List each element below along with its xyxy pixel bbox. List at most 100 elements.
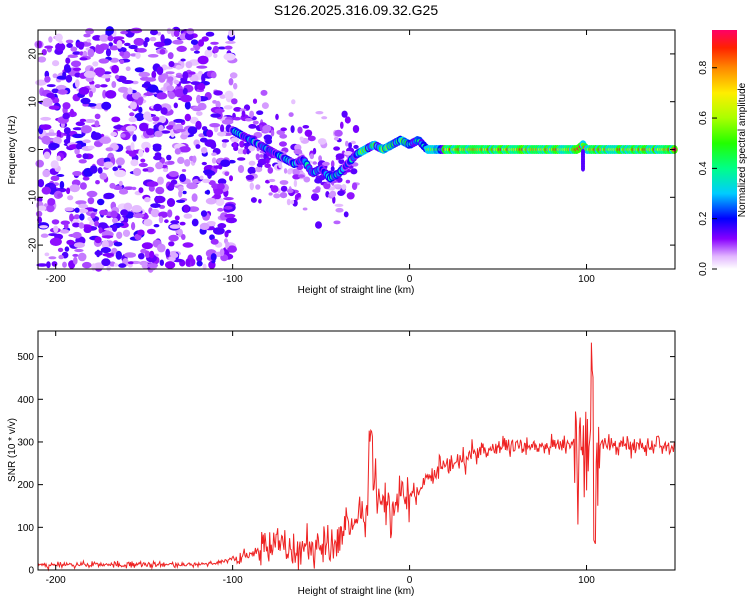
spectrogram-cell bbox=[223, 105, 233, 110]
spectrogram-cell bbox=[41, 49, 47, 56]
spectrogram-cell bbox=[143, 111, 152, 121]
spectrogram-cell bbox=[50, 160, 59, 169]
spectrogram-cell bbox=[231, 98, 238, 105]
spectrogram-cell bbox=[39, 225, 48, 229]
spectrogram-cell bbox=[147, 228, 156, 235]
spectrogram-cell bbox=[279, 133, 288, 139]
spectrogram-cell bbox=[40, 124, 52, 130]
spectrogram-cell bbox=[330, 166, 335, 172]
spectrogram-cell bbox=[147, 84, 159, 93]
spectrogram-cell bbox=[99, 34, 110, 42]
spectrogram-cell bbox=[79, 182, 87, 190]
spectrogram-cell bbox=[211, 152, 217, 156]
spectrogram-cell bbox=[149, 36, 157, 42]
spectrogram-cell bbox=[287, 169, 293, 175]
spectrogram-cell bbox=[111, 64, 119, 74]
spectrogram-cell bbox=[130, 159, 139, 167]
spectrogram-cell bbox=[180, 133, 188, 140]
spectrogram-cell bbox=[163, 66, 174, 70]
spectrogram-cell bbox=[82, 153, 89, 160]
spectrogram-cell bbox=[210, 113, 222, 118]
spectrogram-cell bbox=[65, 57, 71, 64]
spectrogram-cell bbox=[130, 142, 135, 151]
spectrogram-cell bbox=[210, 41, 219, 45]
spectrogram-cell bbox=[95, 180, 100, 185]
spectrogram-cell bbox=[127, 261, 134, 265]
spectrogram-cell bbox=[179, 221, 186, 226]
spectrogram-cell bbox=[203, 169, 213, 175]
spectrogram-cell bbox=[204, 49, 213, 58]
spectrogram-cell bbox=[182, 190, 187, 195]
spectrogram-cell bbox=[58, 254, 64, 260]
snr-y-tick-label: 0 bbox=[28, 566, 34, 577]
spectrogram-cell bbox=[217, 131, 227, 137]
spectrogram-cell bbox=[341, 110, 348, 118]
spectrogram-cell bbox=[173, 118, 185, 123]
spectrogram-cell bbox=[120, 30, 128, 35]
spectrogram-cell bbox=[168, 61, 175, 68]
spectrogram-cell bbox=[196, 111, 203, 116]
spectrogram-cell bbox=[93, 67, 106, 76]
spectrogram-cell bbox=[76, 153, 82, 159]
spectrogram-cell bbox=[116, 40, 123, 49]
spectrogram-cell bbox=[47, 198, 56, 206]
spectrogram-cell bbox=[40, 233, 49, 238]
spectrogram-cell bbox=[46, 261, 51, 269]
spectrogram-cell bbox=[112, 217, 118, 224]
spectrogram-cell bbox=[40, 116, 52, 121]
spectrogram-x-label: Height of straight line (km) bbox=[298, 285, 415, 296]
spectrogram-cell bbox=[263, 134, 273, 141]
spectrogram-cell bbox=[291, 99, 296, 105]
spectrogram-cell bbox=[202, 178, 211, 184]
spectrogram-cell bbox=[212, 45, 219, 54]
spectrogram-x-tick-label: 0 bbox=[407, 274, 413, 285]
spectrogram-cell bbox=[94, 84, 101, 89]
spectrogram-cell bbox=[185, 258, 191, 267]
spectrogram-cell bbox=[293, 179, 298, 188]
spectrogram-cell bbox=[228, 78, 234, 86]
spectrogram-cell bbox=[84, 119, 96, 123]
spectrogram-cell bbox=[138, 106, 143, 114]
spectrogram-cell bbox=[333, 220, 341, 225]
spectrogram-cell bbox=[112, 166, 118, 172]
spectrogram-cell bbox=[153, 224, 160, 228]
spectrogram-cell bbox=[191, 218, 199, 227]
spectrogram-cell bbox=[249, 110, 255, 119]
spectrogram-cell bbox=[119, 59, 125, 64]
spectrogram-cell bbox=[279, 141, 287, 147]
spectrogram-cell bbox=[173, 79, 180, 85]
spectrogram-cell bbox=[312, 161, 318, 165]
spectrogram-cell bbox=[67, 195, 74, 201]
spectrogram-cell bbox=[64, 207, 74, 212]
spectrogram-cell bbox=[178, 190, 183, 198]
spectrogram-cell bbox=[215, 100, 221, 109]
spectrogram-cell bbox=[167, 160, 175, 165]
colorbar-ticks: 0.0 0.2 0.4 0.6 0.8 bbox=[698, 60, 717, 276]
spectrogram-cell bbox=[330, 160, 335, 168]
spectrogram-cell bbox=[315, 221, 322, 229]
spectrogram-cell bbox=[79, 57, 88, 61]
spectrogram-cell bbox=[115, 250, 123, 260]
spectrogram-cell bbox=[45, 132, 58, 136]
colorbar: 0.0 0.2 0.4 0.6 0.8 Normalized spectral ampl… bbox=[698, 30, 748, 276]
colorbar-gradient bbox=[712, 30, 737, 269]
spectrogram-cell bbox=[94, 113, 101, 120]
spectrogram-cell bbox=[186, 28, 195, 35]
spectrogram-cell bbox=[69, 213, 74, 222]
spectrogram-cell bbox=[179, 146, 191, 153]
spectrogram-cell bbox=[72, 231, 82, 239]
colorbar-tick-label: 0.0 bbox=[698, 262, 709, 276]
spectrogram-cell bbox=[264, 163, 272, 169]
snr-x-ticks: -200 -100 0 100 bbox=[46, 331, 595, 586]
spectrogram-y-ticks: -20 -10 0 10 20 bbox=[28, 48, 675, 252]
spectrogram-cell bbox=[79, 213, 85, 221]
spectrogram-cell bbox=[158, 115, 167, 124]
spectrogram-cell bbox=[237, 157, 246, 161]
spectrogram-cell bbox=[89, 220, 95, 226]
spectrogram-cell bbox=[157, 176, 164, 185]
spectrogram-cell bbox=[46, 204, 55, 213]
spectrogram-cell bbox=[42, 169, 51, 178]
spectrogram-cell bbox=[286, 198, 291, 206]
spectrogram-cell bbox=[338, 158, 345, 164]
spectrogram-cell bbox=[146, 263, 159, 268]
